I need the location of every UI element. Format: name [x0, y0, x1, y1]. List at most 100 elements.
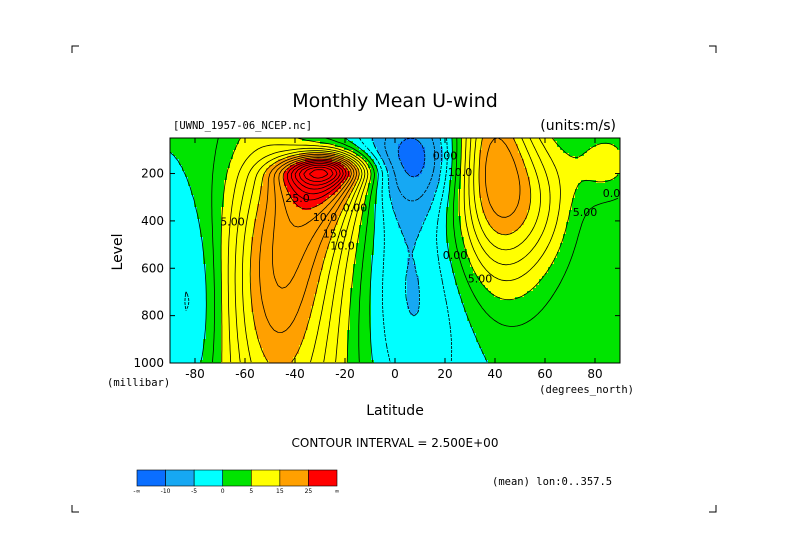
field-cell	[299, 174, 303, 178]
field-cell	[215, 162, 219, 166]
field-cell	[335, 249, 339, 253]
field-cell	[284, 240, 288, 244]
field-cell	[272, 354, 276, 358]
field-cell	[341, 324, 345, 328]
field-cell	[203, 231, 207, 235]
field-cell	[335, 225, 339, 229]
field-cell	[329, 360, 333, 363]
field-cell	[245, 159, 249, 163]
field-cell	[176, 231, 180, 235]
field-cell	[263, 195, 267, 199]
field-cell	[188, 243, 192, 247]
field-cell	[251, 321, 255, 325]
field-cell	[344, 342, 348, 346]
field-cell	[236, 354, 240, 358]
field-cell	[218, 222, 222, 226]
field-cell	[239, 174, 243, 178]
field-cell	[308, 288, 312, 292]
field-cell	[263, 162, 267, 166]
field-cell	[221, 288, 225, 292]
field-cell	[200, 225, 204, 229]
field-cell	[170, 261, 174, 265]
field-cell	[242, 270, 246, 274]
field-cell	[269, 327, 273, 331]
field-cell	[308, 342, 312, 346]
field-cell	[170, 141, 174, 145]
field-cell	[308, 219, 312, 223]
field-cell	[344, 336, 348, 340]
field-cell	[188, 234, 192, 238]
field-cell	[305, 333, 309, 337]
field-cell	[272, 186, 276, 190]
field-cell	[353, 360, 357, 363]
field-cell	[287, 249, 291, 253]
field-cell	[305, 219, 309, 223]
field-cell	[173, 264, 177, 268]
field-cell	[332, 138, 336, 142]
field-cell	[221, 162, 225, 166]
field-cell	[278, 138, 282, 142]
field-cell	[257, 357, 261, 361]
field-cell	[332, 258, 336, 262]
field-cell	[326, 318, 330, 322]
field-cell	[188, 204, 192, 208]
field-cell	[182, 171, 186, 175]
field-cell	[266, 234, 270, 238]
field-cell	[314, 204, 318, 208]
field-cell	[344, 180, 348, 184]
field-cell	[332, 147, 336, 151]
field-cell	[185, 273, 189, 277]
field-cell	[197, 225, 201, 229]
field-cell	[287, 324, 291, 328]
field-cell	[182, 246, 186, 250]
field-cell	[308, 168, 312, 172]
field-cell	[284, 336, 288, 340]
field-cell	[302, 246, 306, 250]
field-cell	[260, 318, 264, 322]
field-cell	[170, 159, 174, 163]
field-cell	[203, 279, 207, 283]
field-cell	[272, 300, 276, 304]
field-cell	[290, 246, 294, 250]
field-cell	[203, 354, 207, 358]
field-cell	[275, 309, 279, 313]
field-cell	[347, 297, 351, 301]
field-cell	[314, 171, 318, 175]
field-cell	[302, 351, 306, 355]
field-cell	[182, 318, 186, 322]
field-cell	[212, 222, 216, 226]
field-cell	[230, 246, 234, 250]
field-cell	[179, 261, 183, 265]
field-cell	[257, 342, 261, 346]
field-cell	[179, 327, 183, 331]
field-cell	[329, 351, 333, 355]
field-cell	[320, 237, 324, 241]
field-cell	[245, 225, 249, 229]
field-cell	[272, 141, 276, 145]
field-cell	[344, 324, 348, 328]
field-cell	[248, 279, 252, 283]
field-cell	[272, 252, 276, 256]
field-cell	[185, 264, 189, 268]
field-cell	[272, 147, 276, 151]
field-cell	[326, 168, 330, 172]
field-cell	[230, 306, 234, 310]
field-cell	[251, 339, 255, 343]
field-cell	[209, 219, 213, 223]
field-cell	[353, 249, 357, 253]
field-cell	[221, 291, 225, 295]
field-cell	[350, 348, 354, 352]
field-cell	[200, 213, 204, 217]
field-cell	[356, 351, 360, 355]
field-cell	[275, 174, 279, 178]
field-cell	[215, 252, 219, 256]
field-cell	[215, 195, 219, 199]
field-cell	[224, 270, 228, 274]
field-cell	[305, 306, 309, 310]
field-cell	[173, 180, 177, 184]
field-cell	[296, 357, 300, 361]
field-cell	[356, 222, 360, 226]
field-cell	[266, 207, 270, 211]
field-cell	[242, 216, 246, 220]
field-cell	[191, 141, 195, 145]
